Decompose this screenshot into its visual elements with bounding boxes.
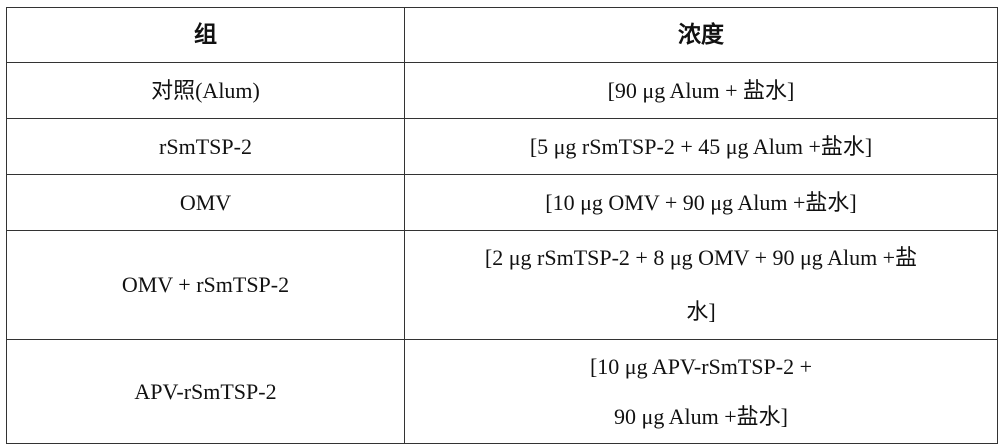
table-row: APV-rSmTSP-2 [10 μg APV-rSmTSP-2 + 90 μg… [7, 340, 998, 444]
concentration-cell: [90 μg Alum + 盐水] [405, 63, 998, 119]
table-row: OMV + rSmTSP-2 [2 μg rSmTSP-2 + 8 μg OMV… [7, 231, 998, 340]
concentration-line: 水] [413, 285, 989, 339]
table-row: OMV [10 μg OMV + 90 μg Alum +盐水] [7, 175, 998, 231]
concentration-line: [90 μg Alum + 盐水] [413, 73, 989, 109]
table-row: rSmTSP-2 [5 μg rSmTSP-2 + 45 μg Alum +盐水… [7, 119, 998, 175]
header-row: 组 浓度 [7, 8, 998, 63]
concentration-cell: [10 μg OMV + 90 μg Alum +盐水] [405, 175, 998, 231]
concentration-line: 90 μg Alum +盐水] [413, 392, 989, 442]
header-group: 组 [7, 8, 405, 63]
group-cell: OMV + rSmTSP-2 [7, 231, 405, 340]
group-cell: APV-rSmTSP-2 [7, 340, 405, 444]
concentration-line: [10 μg OMV + 90 μg Alum +盐水] [413, 185, 989, 221]
concentration-cell: [10 μg APV-rSmTSP-2 + 90 μg Alum +盐水] [405, 340, 998, 444]
concentration-line: [2 μg rSmTSP-2 + 8 μg OMV + 90 μg Alum +… [413, 231, 989, 285]
group-cell: 对照(Alum) [7, 63, 405, 119]
header-concentration: 浓度 [405, 8, 998, 63]
group-concentration-table: 组 浓度 对照(Alum) [90 μg Alum + 盐水] rSmTSP-2… [6, 7, 998, 444]
concentration-line: [5 μg rSmTSP-2 + 45 μg Alum +盐水] [413, 129, 989, 165]
concentration-cell: [2 μg rSmTSP-2 + 8 μg OMV + 90 μg Alum +… [405, 231, 998, 340]
group-cell: rSmTSP-2 [7, 119, 405, 175]
concentration-cell: [5 μg rSmTSP-2 + 45 μg Alum +盐水] [405, 119, 998, 175]
concentration-line: [10 μg APV-rSmTSP-2 + [413, 342, 989, 392]
group-cell: OMV [7, 175, 405, 231]
table-row: 对照(Alum) [90 μg Alum + 盐水] [7, 63, 998, 119]
